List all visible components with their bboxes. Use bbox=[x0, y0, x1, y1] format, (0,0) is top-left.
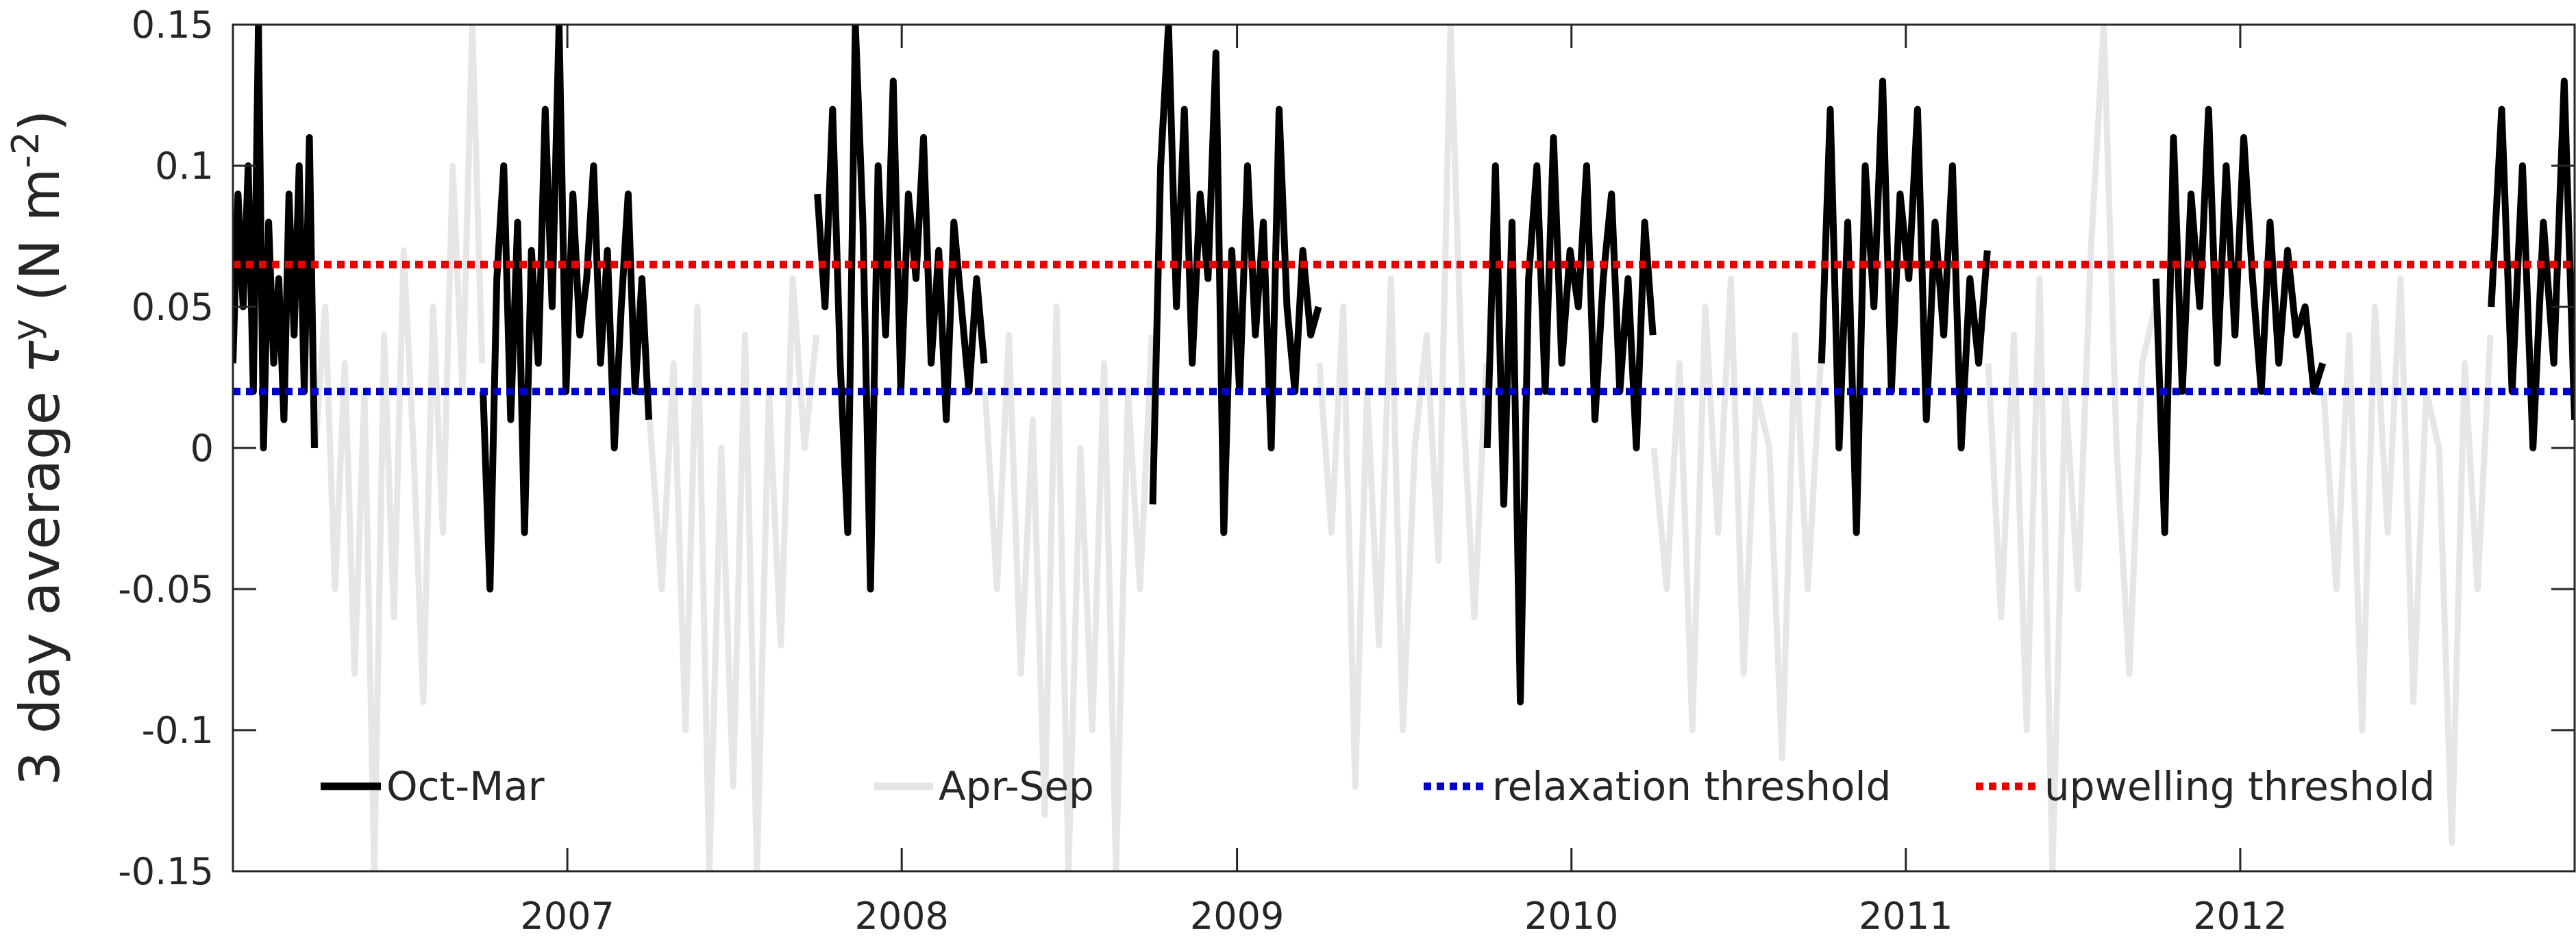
oct-mar-segment bbox=[2488, 77, 2575, 451]
legend: Oct-Mar Apr-Sep relaxation threshold upw… bbox=[321, 763, 2435, 810]
x-tick-label: 2011 bbox=[1859, 895, 1953, 937]
apr-sep-segment bbox=[1985, 25, 2158, 871]
apr-sep-segment bbox=[982, 303, 1155, 871]
legend-label-apr-sep: Apr-Sep bbox=[939, 763, 1094, 810]
oct-mar-segment bbox=[480, 25, 653, 592]
apr-sep-segment bbox=[2320, 275, 2494, 847]
plot-area bbox=[233, 25, 2575, 871]
x-tick-label: 2010 bbox=[1524, 895, 1618, 937]
series-layer bbox=[233, 25, 2575, 871]
x-tick-label: 2008 bbox=[854, 895, 948, 937]
oct-mar-segment bbox=[1483, 134, 1657, 705]
oct-mar-segment bbox=[2152, 105, 2327, 536]
legend-label-relaxation: relaxation threshold bbox=[1492, 763, 1891, 810]
oct-mar-segment bbox=[1818, 77, 1991, 536]
y-tick-label: 0.15 bbox=[132, 3, 214, 47]
legend-label-oct-mar: Oct-Mar bbox=[386, 763, 545, 810]
x-tick-label: 2009 bbox=[1190, 895, 1284, 937]
series-oct-mar bbox=[233, 25, 2575, 705]
apr-sep-segment bbox=[646, 275, 820, 871]
oct-mar-segment bbox=[233, 25, 318, 451]
y-tick-label: -0.15 bbox=[118, 850, 214, 893]
apr-sep-segment bbox=[1650, 275, 1824, 762]
x-axis: 2007 2008 2009 2010 2011 2012 bbox=[520, 25, 2288, 937]
y-tick-label: -0.05 bbox=[118, 568, 214, 611]
apr-sep-segment bbox=[1316, 25, 1489, 790]
x-tick-label: 2007 bbox=[520, 895, 614, 937]
y-tick-label: 0.1 bbox=[155, 145, 214, 188]
oct-mar-segment bbox=[1149, 25, 1322, 536]
y-tick-label: 0.05 bbox=[132, 286, 214, 329]
x-tick-label: 2012 bbox=[2193, 895, 2287, 937]
y-axis-title: 3 day average τy (N m-2) bbox=[4, 110, 72, 786]
y-tick-label: -0.1 bbox=[142, 709, 214, 752]
apr-sep-segment bbox=[312, 25, 486, 871]
y-axis: 0.15 0.1 0.05 0 -0.05 -0.1 -0.15 bbox=[118, 3, 2575, 893]
y-tick-label: 0 bbox=[190, 427, 214, 470]
legend-label-upwelling: upwelling threshold bbox=[2044, 763, 2435, 810]
series-apr-sep bbox=[312, 25, 2494, 871]
